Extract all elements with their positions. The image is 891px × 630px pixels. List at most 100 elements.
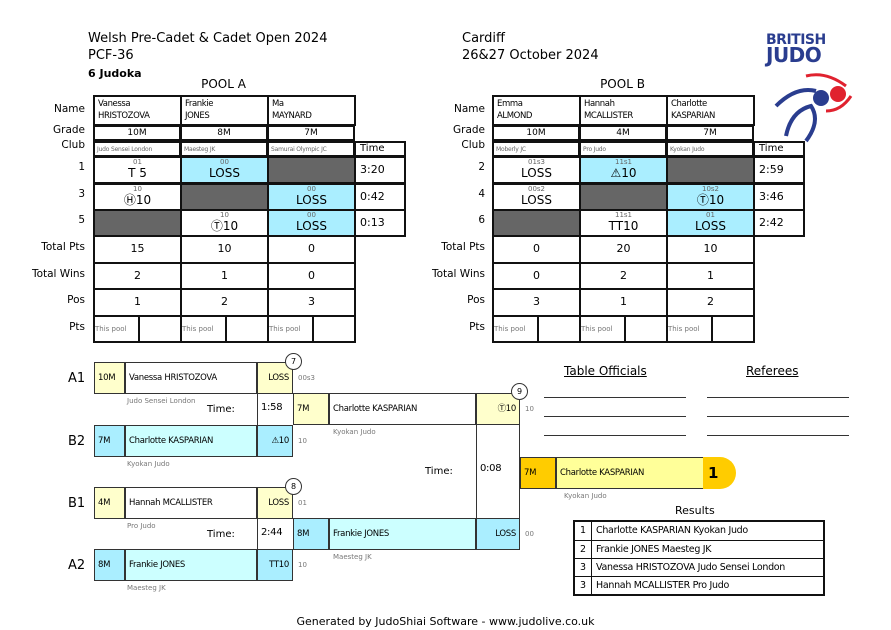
match-number: 7 <box>285 353 302 370</box>
match-result-cell[interactable]: 00 LOSS <box>267 209 356 237</box>
table-officials-heading: Table Officials <box>564 364 647 378</box>
official-signature-line[interactable] <box>544 416 686 417</box>
match-result-cell[interactable]: 11s1 TT10 <box>579 209 668 237</box>
match-result: Ⓣ10 <box>210 219 239 233</box>
grade-box: 7M <box>293 393 329 425</box>
last-name: MCALLISTER <box>584 111 633 121</box>
match-result: Ⓗ10 <box>123 193 152 207</box>
first-name: Emma <box>497 99 523 109</box>
row-label: Pos <box>467 294 485 306</box>
total-wins-cell: 2 <box>93 262 182 291</box>
score-code: 10 <box>298 437 307 445</box>
row-label: 2 <box>478 161 485 173</box>
score-code: 01s3 <box>527 158 545 166</box>
match-result: ⚠10 <box>610 166 637 180</box>
seed-label: B1 <box>68 496 86 511</box>
match-result: Ⓣ10 <box>476 393 520 425</box>
result-name: Frankie JONES Maesteg JK <box>596 544 712 555</box>
event-title: Welsh Pre-Cadet & Cadet Open 2024 <box>88 31 328 46</box>
score-code: 11s1 <box>614 211 632 219</box>
first-name: Ma <box>272 99 284 109</box>
competitor-name: Frankie JONES <box>125 549 257 581</box>
time-label: Time: <box>425 466 453 477</box>
seed-label: A2 <box>68 558 86 573</box>
row-label: 5 <box>78 214 85 226</box>
grade-box: 8M <box>293 518 329 550</box>
club-cell: Kyokan Judo <box>666 141 754 157</box>
total-pts-cell: 10 <box>666 235 755 264</box>
match-result-cell[interactable]: 11s1 ⚠10 <box>579 156 668 184</box>
club-name: Judo Sensei London <box>127 397 196 405</box>
match-result-cell[interactable]: 00 LOSS <box>267 183 356 211</box>
competitor-name: Charlotte KASPARIAN <box>329 393 476 425</box>
pos-cell: 2 <box>180 288 269 317</box>
match-result-cell[interactable]: 10 Ⓣ10 <box>180 209 269 237</box>
club-name: Kyokan Judo <box>127 460 170 468</box>
match-result-cell[interactable]: 00s2 LOSS <box>492 183 581 211</box>
judoka-count: 6 Judoka <box>88 67 142 80</box>
row-label: Total Pts <box>441 241 485 253</box>
match-result-cell[interactable]: 10s2 Ⓣ10 <box>666 183 755 211</box>
this-pool-label: This pool <box>95 317 140 341</box>
this-pool-label: This pool <box>269 317 314 341</box>
match-result-cell[interactable]: 10 Ⓗ10 <box>93 183 182 211</box>
club-cell: Samurai Olympic JC <box>267 141 355 157</box>
last-name: ALMOND <box>497 111 533 121</box>
row-label: 6 <box>478 214 485 226</box>
score-code: 00 <box>220 158 229 166</box>
score-code: 00s3 <box>298 374 316 382</box>
time-header: Time <box>753 141 805 157</box>
pos-cell: 3 <box>267 288 356 317</box>
official-signature-line[interactable] <box>544 435 686 436</box>
seed-label: B2 <box>68 434 86 449</box>
competitor-name-cell: Vanessa HRISTOZOVA <box>93 95 182 126</box>
match-result-cell[interactable]: 01 LOSS <box>666 209 755 237</box>
match-result-cell[interactable]: 00 LOSS <box>180 156 269 184</box>
score-code: 11s1 <box>614 158 632 166</box>
total-pts-cell: 15 <box>93 235 182 264</box>
grade-cell: 10M <box>492 125 580 141</box>
result-place: 3 <box>575 577 592 594</box>
result-row: 2 Frankie JONES Maesteg JK <box>575 540 823 558</box>
empty-cell <box>93 209 182 237</box>
total-wins-cell: 2 <box>579 262 668 291</box>
row-label: Grade <box>52 124 85 136</box>
referee-signature-line[interactable] <box>707 435 849 436</box>
match-time: 0:08 <box>476 424 520 519</box>
referee-signature-line[interactable] <box>707 416 849 417</box>
footer: Generated by JudoShiai Software - www.ju… <box>296 615 595 628</box>
first-name: Hannah <box>584 99 615 109</box>
referee-signature-line[interactable] <box>707 397 849 398</box>
match-result-cell[interactable]: 01s3 LOSS <box>492 156 581 184</box>
row-label: Name <box>54 102 85 115</box>
match-time: 2:42 <box>753 209 805 237</box>
pool-points-cell: This pool <box>267 315 356 343</box>
this-pool-label: This pool <box>182 317 227 341</box>
result-place: 3 <box>575 559 592 576</box>
match-result: T 5 <box>128 166 147 180</box>
score-code: 00 <box>307 185 316 193</box>
row-label: 1 <box>78 161 85 173</box>
club-cell: Maesteg JK <box>180 141 268 157</box>
score-code: 10 <box>133 185 142 193</box>
result-place: 1 <box>575 522 592 540</box>
result-row: 1 Charlotte KASPARIAN Kyokan Judo <box>575 522 823 540</box>
match-result-cell[interactable]: 01 T 5 <box>93 156 182 184</box>
seed-label: A1 <box>68 371 86 386</box>
pos-cell: 1 <box>579 288 668 317</box>
competitor-name-cell: Ma MAYNARD <box>267 95 356 126</box>
grade-box: 7M <box>94 425 125 457</box>
match-result: TT10 <box>608 219 639 233</box>
match-result: LOSS <box>209 166 240 180</box>
score-code: 00 <box>307 211 316 219</box>
row-label: Pos <box>67 294 85 306</box>
club-cell: Moberly JC <box>492 141 580 157</box>
winner-name: Charlotte KASPARIAN <box>556 457 704 489</box>
total-pts-cell: 0 <box>267 235 356 264</box>
row-label: Club <box>461 139 485 151</box>
event-date: 26&27 October 2024 <box>462 48 599 63</box>
pool-title: POOL A <box>201 77 246 91</box>
official-signature-line[interactable] <box>544 397 686 398</box>
row-label: Club <box>61 139 85 151</box>
match-result: LOSS <box>296 193 327 207</box>
